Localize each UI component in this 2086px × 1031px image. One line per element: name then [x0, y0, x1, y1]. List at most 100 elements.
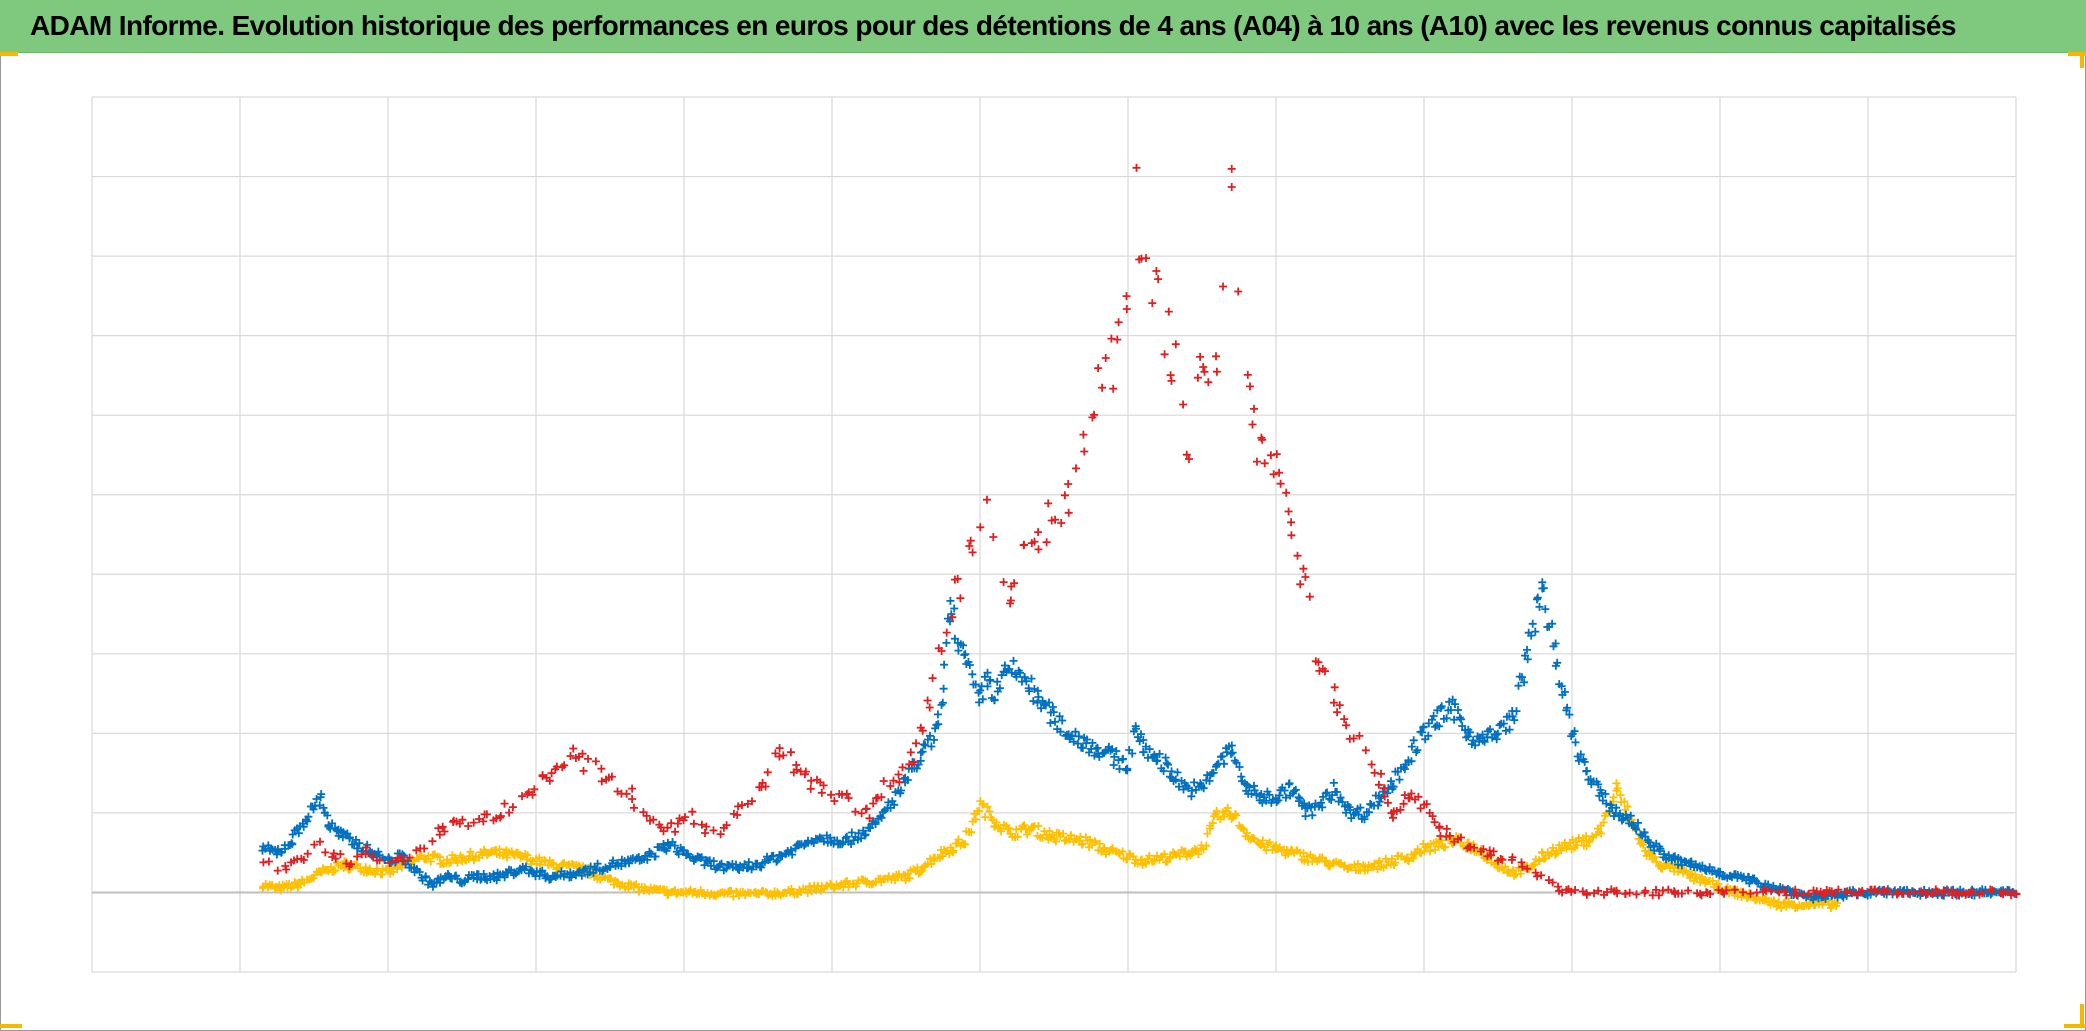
data-point — [486, 875, 495, 884]
data-point — [965, 542, 974, 550]
data-point — [1145, 745, 1154, 754]
data-point — [1430, 818, 1439, 827]
data-point — [928, 674, 937, 683]
data-point — [990, 696, 999, 705]
data-point — [1508, 712, 1517, 721]
data-point — [1464, 732, 1473, 741]
data-point — [716, 830, 725, 839]
data-point — [584, 754, 592, 763]
data-point — [1928, 890, 1937, 899]
data-point — [1508, 853, 1517, 862]
data-point — [670, 841, 679, 850]
data-point — [399, 857, 408, 866]
data-point — [1830, 889, 1839, 898]
data-point — [1118, 847, 1127, 856]
data-point — [1269, 470, 1278, 479]
data-point — [303, 849, 312, 858]
data-point — [1112, 747, 1121, 755]
data-point — [1414, 792, 1423, 801]
data-point — [1493, 729, 1502, 738]
data-point — [786, 748, 795, 757]
data-point — [1071, 727, 1080, 736]
data-point — [1523, 864, 1532, 873]
data-point — [906, 748, 915, 757]
data-point — [628, 795, 637, 803]
data-point — [405, 853, 414, 862]
data-point — [1978, 889, 1987, 898]
chart-grid — [91, 96, 2017, 973]
data-point — [1203, 829, 1212, 838]
data-point — [1227, 183, 1236, 191]
data-point — [579, 866, 588, 874]
data-point — [649, 815, 658, 824]
data-point — [1346, 806, 1355, 814]
data-point — [1232, 811, 1241, 820]
data-point — [1374, 801, 1383, 810]
data-point — [635, 887, 643, 896]
data-point — [674, 850, 683, 859]
data-point — [1535, 857, 1544, 866]
data-point — [1042, 538, 1051, 547]
data-point — [954, 835, 963, 844]
data-point — [1997, 889, 2006, 897]
data-point — [772, 857, 781, 866]
data-point — [1465, 728, 1474, 737]
data-point — [1245, 783, 1254, 792]
data-point — [566, 752, 575, 760]
data-point — [1044, 499, 1053, 508]
data-point — [1714, 885, 1723, 894]
data-point — [950, 604, 959, 613]
data-point — [1164, 760, 1172, 769]
data-point — [1565, 710, 1574, 719]
data-point — [351, 861, 360, 870]
data-point — [1560, 688, 1569, 696]
data-point — [1520, 678, 1529, 687]
data-point — [1382, 861, 1391, 870]
data-point — [1356, 803, 1365, 812]
data-point — [775, 744, 784, 753]
data-point — [1746, 889, 1755, 898]
data-point — [1999, 890, 2008, 899]
data-point — [1656, 863, 1665, 872]
data-point — [2003, 887, 2012, 896]
data-point — [1858, 886, 1867, 895]
data-point — [328, 819, 337, 828]
data-point — [1437, 702, 1446, 711]
data-point — [1696, 889, 1705, 898]
data-point — [1834, 885, 1843, 894]
data-point — [1580, 757, 1589, 766]
data-point — [1160, 350, 1169, 359]
corner-mark-bottom-left — [0, 1024, 22, 1028]
data-point — [905, 874, 914, 883]
data-point — [980, 672, 989, 681]
data-point — [607, 772, 616, 781]
data-point — [709, 857, 718, 866]
data-point — [545, 776, 554, 785]
data-point — [967, 828, 976, 837]
data-point — [1687, 857, 1696, 866]
data-point — [1046, 719, 1055, 727]
data-point — [479, 870, 488, 878]
data-point — [1300, 799, 1309, 808]
data-point — [1340, 715, 1349, 724]
data-point — [1480, 737, 1489, 746]
data-point — [1266, 451, 1275, 460]
data-point — [435, 830, 444, 839]
data-point — [978, 695, 987, 704]
data-point — [1684, 886, 1693, 895]
data-point — [1209, 768, 1218, 777]
data-point — [321, 848, 330, 857]
data-point — [910, 758, 919, 767]
data-point — [303, 817, 312, 826]
data-point — [1489, 847, 1498, 856]
data-point — [1128, 749, 1137, 758]
data-point — [1708, 876, 1717, 885]
data-point — [1354, 810, 1363, 819]
data-point — [1656, 844, 1665, 853]
data-point — [983, 682, 992, 691]
data-point — [876, 812, 885, 821]
data-point — [440, 827, 449, 836]
data-point — [1780, 885, 1789, 894]
data-point — [1441, 843, 1449, 852]
data-point — [479, 817, 488, 826]
